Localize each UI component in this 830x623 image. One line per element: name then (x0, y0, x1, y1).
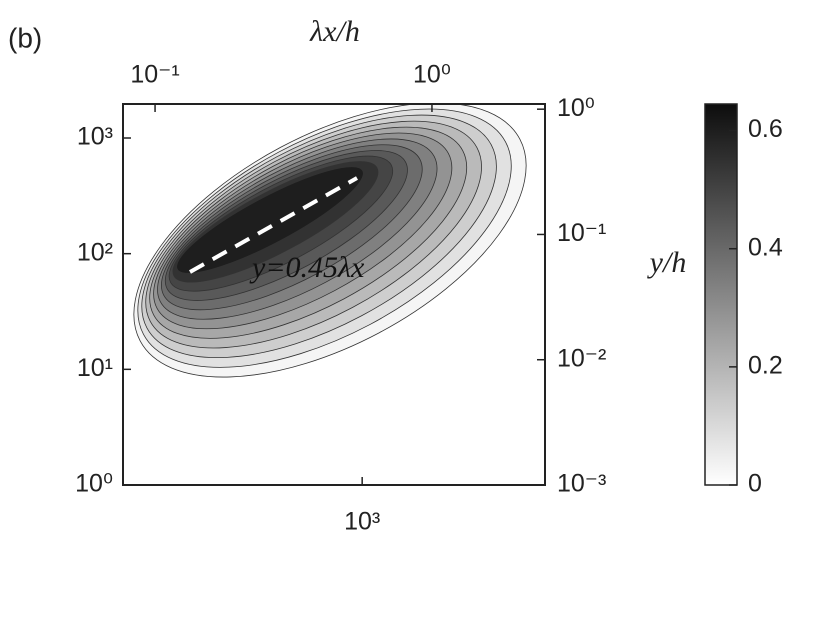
y2-tick-label: 10⁻¹ (557, 219, 606, 247)
colorbar-tick-label: 0.6 (748, 115, 783, 143)
y-tick-label: 10² (77, 238, 113, 266)
y2-tick-label: 10⁰ (557, 94, 595, 122)
x2-tick-label: 10⁻¹ (130, 61, 179, 89)
x2-tick-label: 10⁰ (413, 61, 451, 89)
annotation: y=0.45λx (249, 251, 365, 284)
top-axis-label: λx/h (309, 15, 360, 48)
colorbar-tick-label: 0 (748, 470, 762, 498)
colorbar-tick-label: 0.4 (748, 233, 783, 261)
y-tick-label: 10³ (77, 123, 113, 151)
plot-frame (122, 103, 546, 486)
colorbar-tick-label: 0.2 (748, 351, 783, 379)
y-tick-label: 10¹ (77, 354, 113, 382)
y2-tick-label: 10⁻² (557, 344, 606, 372)
y2-tick-label: 10⁻³ (557, 470, 606, 498)
colorbar (704, 103, 738, 486)
fit-line (189, 176, 358, 274)
colorbar-label: y/h (647, 246, 687, 279)
contour-level (176, 166, 364, 274)
contour-field (133, 104, 527, 378)
x-tick-label: 10³ (344, 508, 380, 536)
y-tick-label: 10⁰ (75, 470, 113, 498)
panel-label: (b) (8, 22, 42, 53)
